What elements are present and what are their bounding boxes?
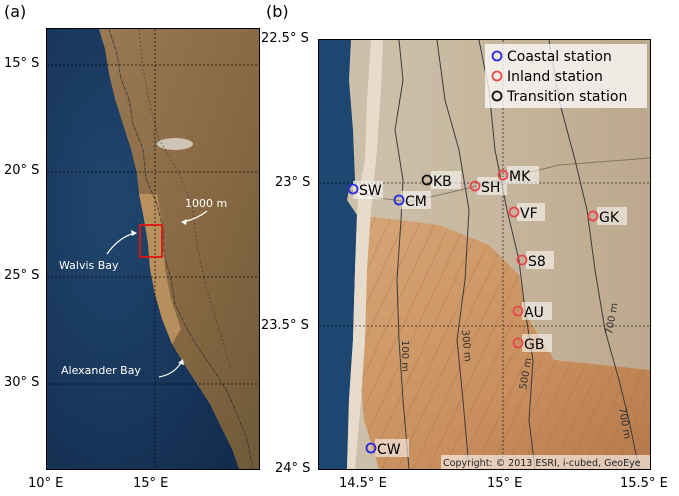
station-KB-marker xyxy=(421,174,433,186)
station-SW-marker xyxy=(347,183,359,195)
legend-item-transition: Transition station xyxy=(491,89,627,105)
station-AU-label: AU xyxy=(524,305,544,321)
contour-label-700-a: 700 m xyxy=(604,302,620,335)
panel-b-contours xyxy=(394,40,640,469)
copyright-credit: Copyright: © 2013 ESRI, i-cubed, GeoEye xyxy=(443,458,641,469)
station-CW-marker xyxy=(365,442,377,454)
station-CM: CM xyxy=(393,191,431,210)
station-CM-marker xyxy=(393,194,405,206)
legend-label-inland: Inland station xyxy=(507,69,603,85)
station-CW-label: CW xyxy=(377,442,401,458)
legend-label-coastal: Coastal station xyxy=(507,49,612,65)
station-VF: VF xyxy=(508,203,545,222)
contour-label-300: 300 m xyxy=(459,329,473,362)
panel-a-contour-1000m xyxy=(108,29,254,469)
panel-a-lat-tick-25: 25° S xyxy=(4,268,40,283)
station-AU: AU xyxy=(512,302,552,321)
legend-item-coastal: Coastal station xyxy=(491,49,612,65)
panel-b-lon-tick-15: 15° E xyxy=(487,476,523,491)
contour-arrowhead xyxy=(181,219,187,225)
station-CM-label: CM xyxy=(405,194,427,210)
legend: Coastal station Inland station Transitio… xyxy=(485,44,647,108)
panel-a-lat-tick-30: 30° S xyxy=(4,375,40,390)
desert-band xyxy=(139,194,181,344)
contour-annotation: 1000 m xyxy=(185,197,227,210)
alexander-bay-annotation: Alexander Bay xyxy=(61,364,141,377)
panel-a-lat-tick-20: 20° S xyxy=(4,163,40,178)
panel-b-lat-tick-22-5: 22.5° S xyxy=(261,31,309,46)
panel-a-graticule xyxy=(47,29,259,469)
station-KB-label: KB xyxy=(433,174,452,190)
station-S8-marker xyxy=(516,254,528,266)
panel-b-lat-tick-24: 24° S xyxy=(275,461,311,476)
station-GB-marker xyxy=(512,337,524,349)
panel-a-lat-tick-15: 15° S xyxy=(4,56,40,71)
ocean-b xyxy=(319,40,357,469)
panel-b-extent-box xyxy=(139,224,163,258)
walvis-bay-annotation: Walvis Bay xyxy=(59,259,119,272)
station-MK: MK xyxy=(497,166,539,185)
station-GK: GK xyxy=(587,207,627,226)
contour-label-700-b: 700 m xyxy=(616,407,632,440)
panel-a-contour-high xyxy=(138,29,232,370)
station-SH: SH xyxy=(469,177,507,196)
panel-b-lon-tick-15-5: 15.5° E xyxy=(620,476,668,491)
dune-ridges xyxy=(357,215,650,469)
contour-label-100: 100 m xyxy=(399,340,410,372)
station-GB: GB xyxy=(512,334,552,353)
station-S8: S8 xyxy=(516,251,554,270)
panel-a-lon-tick-10: 10° E xyxy=(28,476,64,491)
panel-b-lon-tick-14-5: 14.5° E xyxy=(339,476,387,491)
station-AU-marker xyxy=(512,305,524,317)
station-MK-label: MK xyxy=(509,169,531,185)
river-kuiseb xyxy=(348,157,650,203)
panel-b-map: 100 m 300 m 500 m 700 m 700 m SW CM CW K… xyxy=(318,39,651,470)
station-GK-marker xyxy=(587,210,599,222)
station-SH-label: SH xyxy=(481,180,500,196)
station-GB-label: GB xyxy=(524,337,544,353)
salt-pan xyxy=(157,138,193,150)
station-MK-marker xyxy=(497,169,509,181)
legend-item-inland: Inland station xyxy=(491,69,603,85)
shore-strip xyxy=(347,40,383,469)
station-SH-marker xyxy=(469,180,481,192)
station-KB: KB xyxy=(421,171,461,190)
panel-a-lon-tick-15: 15° E xyxy=(133,476,169,491)
legend-label-transition: Transition station xyxy=(506,89,627,105)
contour-label-500: 500 m xyxy=(518,357,534,390)
panel-b-lat-tick-23-5: 23.5° S xyxy=(261,318,309,333)
panel-b-lat-tick-23: 23° S xyxy=(275,175,311,190)
station-S8-label: S8 xyxy=(528,254,546,270)
station-GK-label: GK xyxy=(599,210,620,226)
station-SW: SW xyxy=(347,181,383,199)
alexander-arrowhead xyxy=(178,359,184,365)
credit-background xyxy=(441,455,650,469)
panel-a-map: 1000 m Walvis Bay Alexander Bay xyxy=(46,28,260,470)
panel-a-label: (a) xyxy=(4,2,27,21)
panel-b-map-svg: 100 m 300 m 500 m 700 m 700 m SW CM CW K… xyxy=(319,40,650,469)
panel-b-label: (b) xyxy=(266,2,289,21)
walvis-arrowhead xyxy=(131,230,137,236)
station-VF-label: VF xyxy=(520,206,538,222)
station-CW: CW xyxy=(365,439,409,458)
station-SW-label: SW xyxy=(359,183,382,199)
panel-a-map-svg: 1000 m Walvis Bay Alexander Bay xyxy=(47,29,259,469)
station-VF-marker xyxy=(508,206,520,218)
